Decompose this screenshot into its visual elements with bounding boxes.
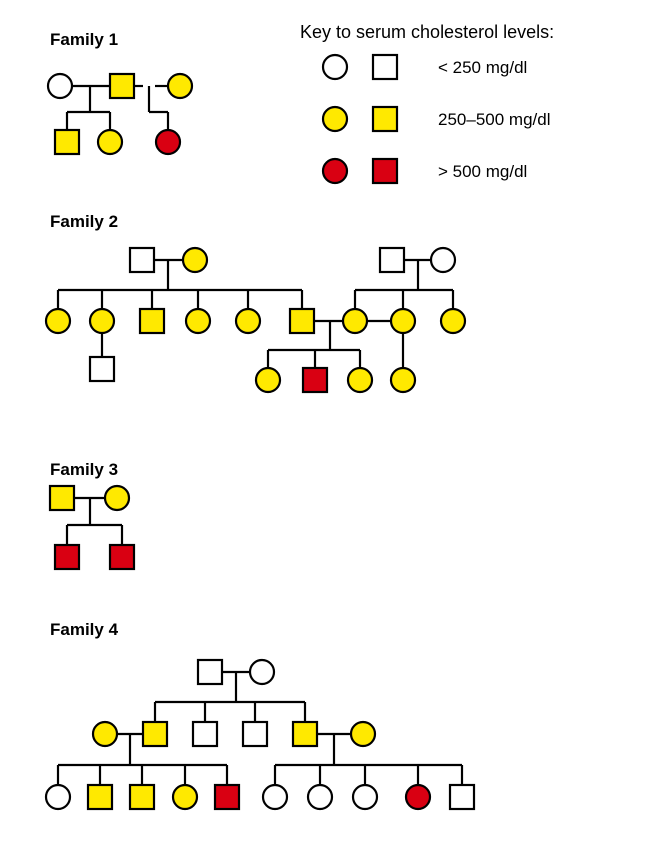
node-f4b10 bbox=[450, 785, 474, 809]
legend-circle-yellow bbox=[323, 107, 347, 131]
node-f2g4 bbox=[348, 368, 372, 392]
node-f4m3 bbox=[193, 722, 217, 746]
node-f4b9 bbox=[406, 785, 430, 809]
legend-square-white bbox=[373, 55, 397, 79]
node-f2g5 bbox=[391, 368, 415, 392]
node-f1f bbox=[156, 130, 180, 154]
node-f3d bbox=[110, 545, 134, 569]
node-f4b2 bbox=[88, 785, 112, 809]
node-f2c7 bbox=[343, 309, 367, 333]
node-f2c6 bbox=[290, 309, 314, 333]
node-f1d bbox=[55, 130, 79, 154]
node-f2c1 bbox=[46, 309, 70, 333]
node-f2p2 bbox=[183, 248, 207, 272]
node-f1c bbox=[168, 74, 192, 98]
node-f4b6 bbox=[263, 785, 287, 809]
legend-square-red bbox=[373, 159, 397, 183]
node-f4m2 bbox=[143, 722, 167, 746]
node-f4b4 bbox=[173, 785, 197, 809]
node-f4b1 bbox=[46, 785, 70, 809]
node-f4p1 bbox=[198, 660, 222, 684]
node-f4m5 bbox=[293, 722, 317, 746]
node-f1b bbox=[110, 74, 134, 98]
legend-circle-white bbox=[323, 55, 347, 79]
node-f4m4 bbox=[243, 722, 267, 746]
node-f4p2 bbox=[250, 660, 274, 684]
node-f3b bbox=[105, 486, 129, 510]
node-f1e bbox=[98, 130, 122, 154]
legend-square-yellow bbox=[373, 107, 397, 131]
node-f4m6 bbox=[351, 722, 375, 746]
legend-circle-red bbox=[323, 159, 347, 183]
node-f4b8 bbox=[353, 785, 377, 809]
node-f2c3 bbox=[140, 309, 164, 333]
node-f4b7 bbox=[308, 785, 332, 809]
node-f2c2 bbox=[90, 309, 114, 333]
node-f2c9 bbox=[441, 309, 465, 333]
node-f2g3 bbox=[303, 368, 327, 392]
node-f2p4 bbox=[431, 248, 455, 272]
node-f2c4 bbox=[186, 309, 210, 333]
node-f2g2 bbox=[256, 368, 280, 392]
node-f3a bbox=[50, 486, 74, 510]
node-f2g1 bbox=[90, 357, 114, 381]
node-f2c8 bbox=[391, 309, 415, 333]
node-f4b3 bbox=[130, 785, 154, 809]
node-f4b5 bbox=[215, 785, 239, 809]
node-f3c bbox=[55, 545, 79, 569]
node-f4m1 bbox=[93, 722, 117, 746]
node-f1a bbox=[48, 74, 72, 98]
node-f2c5 bbox=[236, 309, 260, 333]
node-f2p3 bbox=[380, 248, 404, 272]
node-f2p1 bbox=[130, 248, 154, 272]
pedigree-svg bbox=[0, 0, 652, 844]
